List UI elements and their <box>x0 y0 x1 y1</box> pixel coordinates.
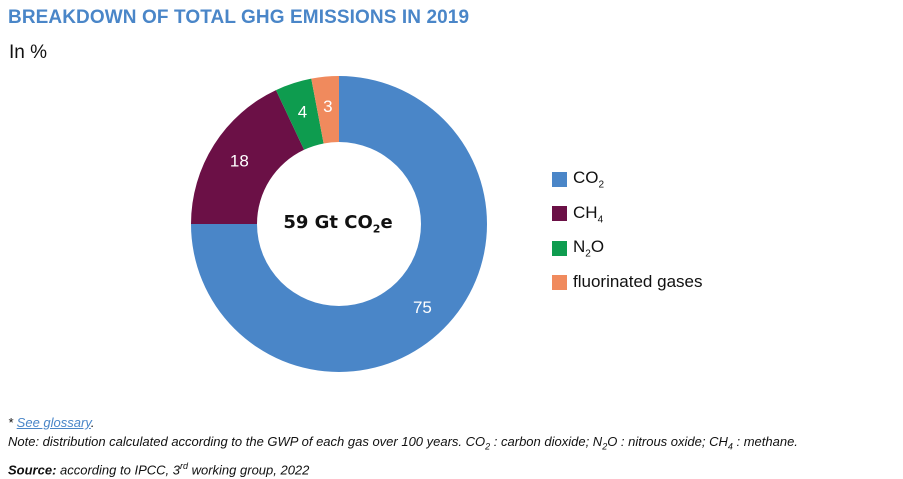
legend-item-ch4: CH4 <box>552 197 702 232</box>
legend-label-n2o: N2O <box>573 237 605 260</box>
slice-label-fgas: 3 <box>323 97 332 116</box>
glossary-line: * See glossary. <box>8 415 95 430</box>
slice-label-co2: 75 <box>413 298 432 317</box>
note-line: Note: distribution calculated according … <box>8 434 798 452</box>
slice-fgas <box>311 76 339 144</box>
legend-swatch-ch4 <box>552 206 567 222</box>
legend: CO2 CH4 N2O fluorinated gases <box>552 162 702 300</box>
center-value: 59 Gt CO <box>283 212 373 233</box>
legend-item-co2: CO2 <box>552 162 702 197</box>
unit-label: In % <box>9 42 48 63</box>
see-glossary-link[interactable]: See glossary <box>16 415 91 430</box>
footnotes: * See glossary. Note: distribution calcu… <box>8 413 798 479</box>
legend-label-fluorinated-gases: fluorinated gases <box>573 271 703 291</box>
chart-title: BREAKDOWN OF TOTAL GHG EMISSIONS IN 2019 <box>8 7 470 28</box>
legend-swatch-co2 <box>552 171 567 187</box>
legend-swatch-n2o <box>552 240 567 256</box>
legend-label-co2: CO2 <box>573 168 605 191</box>
source-line: Source: according to IPCC, 3rd working g… <box>8 460 310 477</box>
slice-n2o <box>275 78 324 150</box>
legend-swatch-fluorinated-gases <box>552 275 567 291</box>
slice-co2 <box>191 76 487 372</box>
source-label: Source: <box>8 461 57 477</box>
legend-item-fluorinated-gases: fluorinated gases <box>552 266 702 301</box>
donut-center-label: 59 Gt CO2e <box>238 212 438 236</box>
center-subscript: 2 <box>372 222 381 236</box>
center-suffix: e <box>380 212 393 233</box>
legend-label-ch4: CH4 <box>573 202 604 225</box>
slice-label-n2o: 4 <box>298 102 307 121</box>
slice-label-ch4: 18 <box>230 151 249 170</box>
slice-ch4 <box>191 90 305 224</box>
legend-item-n2o: N2O <box>552 231 702 266</box>
